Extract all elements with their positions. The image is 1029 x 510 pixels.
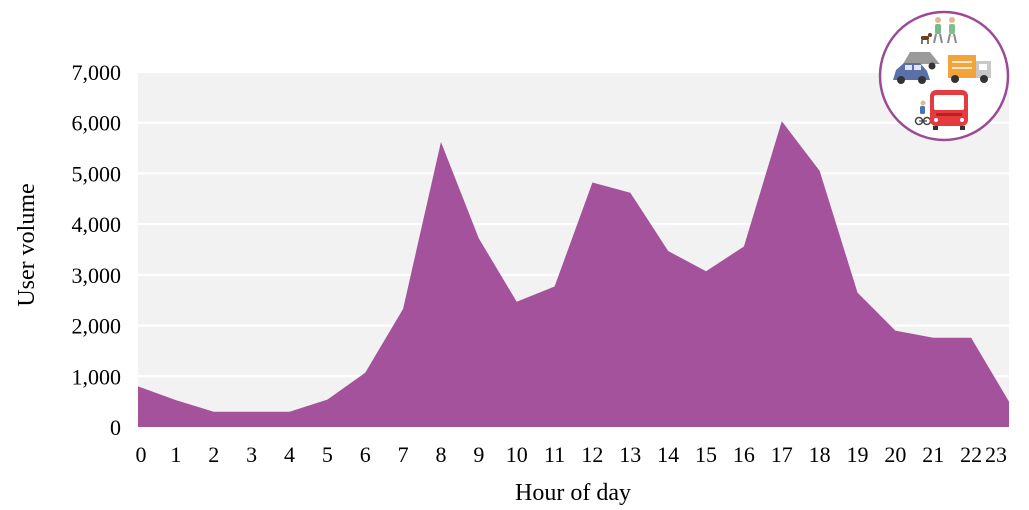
x-tick-label: 0 bbox=[136, 442, 147, 467]
x-axis-tick-labels: 0 1 2 3 4 5 6 7 8 9 10 11 12 13 14 15 16 17 18 19 20 21 22 23 bbox=[136, 442, 1008, 467]
y-tick-label: 5,000 bbox=[72, 161, 122, 186]
x-tick-label: 23 bbox=[985, 442, 1007, 467]
pedestrians-icon bbox=[921, 17, 957, 44]
x-tick-label: 21 bbox=[922, 442, 944, 467]
x-tick-label: 22 bbox=[960, 442, 982, 467]
y-tick-label: 4,000 bbox=[72, 212, 122, 237]
y-axis-label: User volume bbox=[14, 183, 40, 306]
x-tick-label: 15 bbox=[695, 442, 717, 467]
x-tick-label: 11 bbox=[544, 442, 565, 467]
x-tick-label: 14 bbox=[657, 442, 679, 467]
x-tick-label: 7 bbox=[398, 442, 409, 467]
y-tick-label: 3,000 bbox=[72, 263, 122, 288]
cyclist-icon bbox=[914, 100, 932, 126]
y-tick-label: 6,000 bbox=[72, 111, 122, 136]
x-tick-label: 9 bbox=[473, 442, 484, 467]
x-tick-label: 6 bbox=[360, 442, 371, 467]
x-axis-label: Hour of day bbox=[515, 480, 631, 506]
bus-icon bbox=[930, 90, 968, 130]
x-tick-label: 1 bbox=[170, 442, 181, 467]
y-tick-label: 1,000 bbox=[72, 364, 122, 389]
x-tick-label: 10 bbox=[506, 442, 528, 467]
x-tick-label: 20 bbox=[884, 442, 906, 467]
car-icon bbox=[893, 52, 940, 84]
y-tick-label: 2,000 bbox=[72, 314, 122, 339]
truck-icon bbox=[948, 55, 991, 83]
x-tick-label: 3 bbox=[246, 442, 257, 467]
transport-modes-badge bbox=[878, 10, 1010, 142]
x-tick-label: 8 bbox=[435, 442, 446, 467]
x-tick-label: 4 bbox=[284, 442, 295, 467]
y-tick-label: 7,000 bbox=[72, 60, 122, 85]
x-tick-label: 2 bbox=[208, 442, 219, 467]
x-tick-label: 16 bbox=[733, 442, 755, 467]
y-tick-label: 0 bbox=[110, 415, 121, 440]
y-axis-tick-labels: 0 1,000 2,000 3,000 4,000 5,000 6,000 7,000 bbox=[72, 60, 122, 440]
x-tick-label: 17 bbox=[771, 442, 793, 467]
badge-circle bbox=[878, 10, 1010, 142]
user-volume-area bbox=[138, 121, 1009, 427]
x-tick-label: 5 bbox=[322, 442, 333, 467]
x-tick-label: 19 bbox=[847, 442, 869, 467]
x-tick-label: 12 bbox=[581, 442, 603, 467]
x-tick-label: 13 bbox=[619, 442, 641, 467]
x-tick-label: 18 bbox=[809, 442, 831, 467]
